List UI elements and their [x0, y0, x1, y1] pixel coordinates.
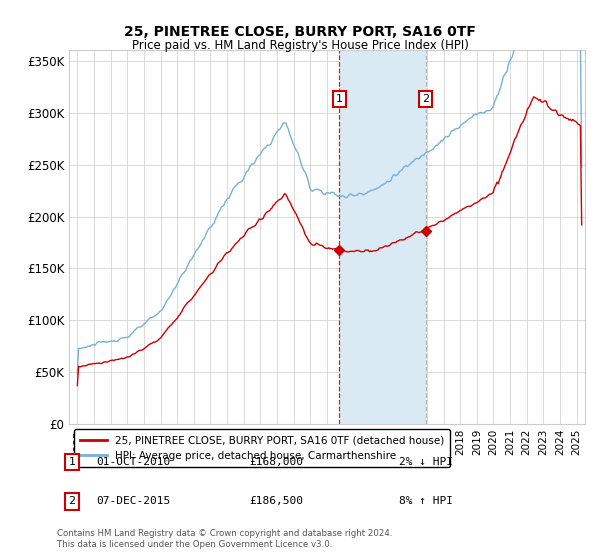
Text: 2% ↓ HPI: 2% ↓ HPI: [399, 457, 453, 467]
Text: 1: 1: [336, 94, 343, 104]
Text: 25, PINETREE CLOSE, BURRY PORT, SA16 0TF: 25, PINETREE CLOSE, BURRY PORT, SA16 0TF: [124, 25, 476, 39]
Text: 2: 2: [422, 94, 429, 104]
Text: 01-OCT-2010: 01-OCT-2010: [96, 457, 170, 467]
Text: 1: 1: [68, 457, 76, 467]
Text: £186,500: £186,500: [249, 496, 303, 506]
Text: 2: 2: [68, 496, 76, 506]
Bar: [340, 50, 425, 424]
Text: Contains HM Land Registry data © Crown copyright and database right 2024.
This d: Contains HM Land Registry data © Crown c…: [57, 529, 392, 549]
Text: 8% ↑ HPI: 8% ↑ HPI: [399, 496, 453, 506]
Legend: 25, PINETREE CLOSE, BURRY PORT, SA16 0TF (detached house), HPI: Average price, d: 25, PINETREE CLOSE, BURRY PORT, SA16 0TF…: [74, 430, 451, 467]
Text: £168,000: £168,000: [249, 457, 303, 467]
Text: Price paid vs. HM Land Registry's House Price Index (HPI): Price paid vs. HM Land Registry's House …: [131, 39, 469, 52]
Text: 07-DEC-2015: 07-DEC-2015: [96, 496, 170, 506]
